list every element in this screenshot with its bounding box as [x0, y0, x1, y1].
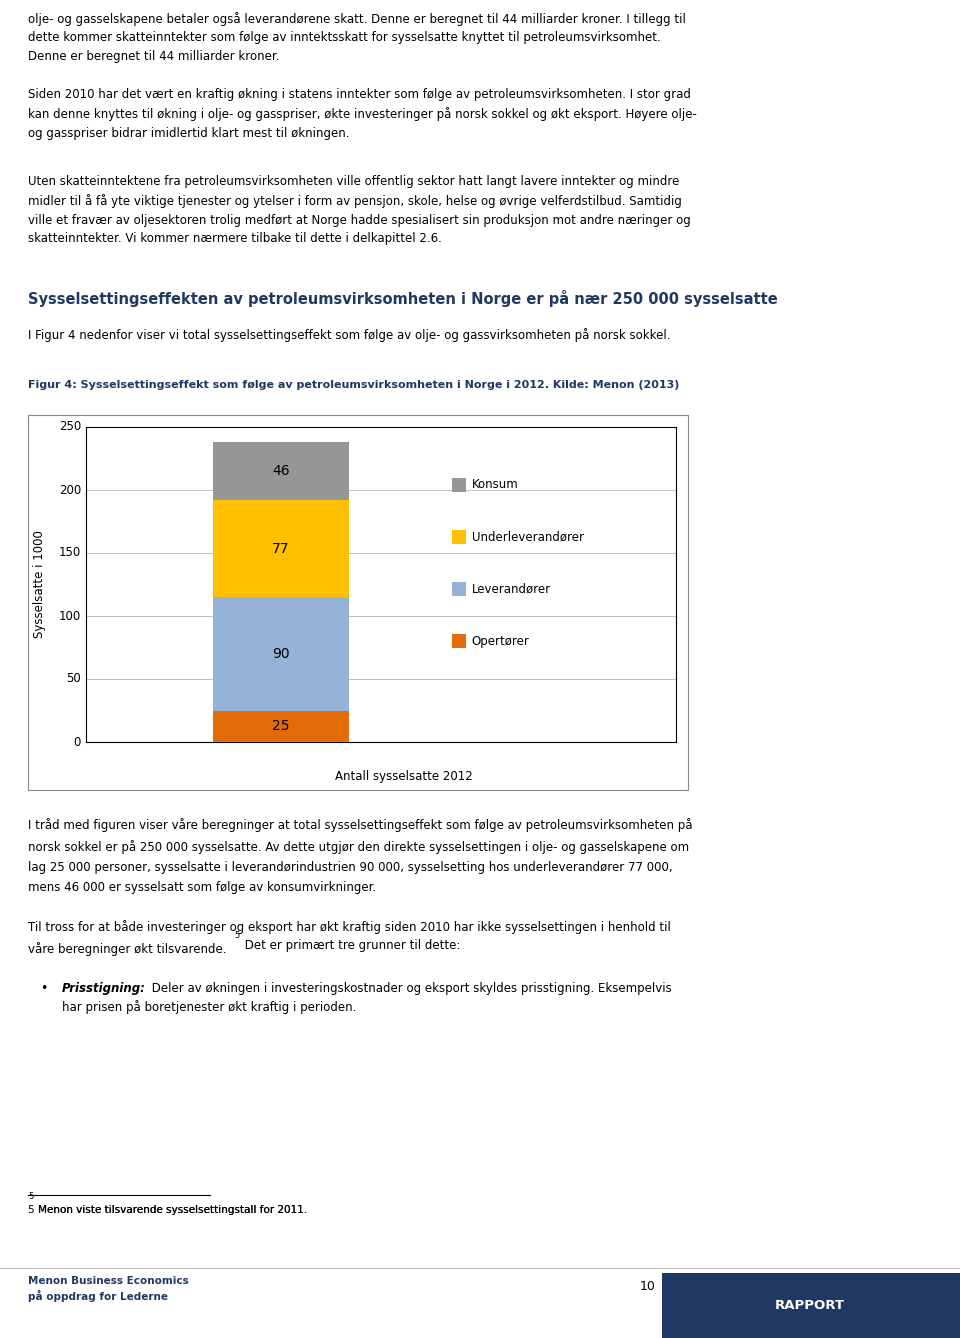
Text: 25: 25	[272, 720, 290, 733]
Bar	[452, 582, 466, 595]
Bar	[213, 597, 348, 710]
Bar	[28, 415, 688, 789]
Text: Opertører: Opertører	[471, 634, 530, 648]
Text: I tråd med figuren viser våre beregninger at total sysselsettingseffekt som følg: I tråd med figuren viser våre beregninge…	[28, 818, 692, 894]
Text: Til tross for at både investeringer og eksport har økt kraftig siden 2010 har ik: Til tross for at både investeringer og e…	[28, 921, 671, 955]
Text: RAPPORT: RAPPORT	[775, 1299, 845, 1313]
Text: Antall sysselsatte 2012: Antall sysselsatte 2012	[335, 769, 473, 783]
Text: Figur 4: Sysselsettingseffekt som følge av petroleumsvirksomheten i Norge i 2012: Figur 4: Sysselsettingseffekt som følge …	[28, 380, 680, 389]
Text: 250: 250	[59, 420, 81, 434]
Text: 5: 5	[234, 931, 239, 941]
Bar	[213, 500, 348, 597]
Text: 10: 10	[640, 1280, 656, 1293]
Text: Menon Business Economics: Menon Business Economics	[28, 1276, 189, 1286]
Text: 0: 0	[74, 736, 81, 748]
Text: •: •	[40, 982, 47, 995]
Text: Uten skatteinntektene fra petroleumsvirksomheten ville offentlig sektor hatt lan: Uten skatteinntektene fra petroleumsvirk…	[28, 175, 691, 245]
Text: I Figur 4 nedenfor viser vi total sysselsettingseffekt som følge av olje- og gas: I Figur 4 nedenfor viser vi total syssel…	[28, 328, 670, 343]
Text: 77: 77	[272, 542, 290, 555]
Text: 5: 5	[28, 1192, 34, 1202]
Bar	[213, 442, 348, 500]
Text: 200: 200	[59, 483, 81, 496]
Bar	[452, 530, 466, 545]
Text: 50: 50	[66, 673, 81, 685]
Text: Konsum: Konsum	[471, 479, 518, 491]
Text: har prisen på boretjenester økt kraftig i perioden.: har prisen på boretjenester økt kraftig …	[62, 999, 356, 1014]
Bar	[662, 1272, 960, 1338]
Text: Det er primært tre grunner til dette:: Det er primært tre grunner til dette:	[241, 938, 461, 951]
Text: olje- og gasselskapene betaler også leverandørene skatt. Denne er beregnet til 4: olje- og gasselskapene betaler også leve…	[28, 12, 685, 63]
Text: Sysselsatte i 1000: Sysselsatte i 1000	[34, 531, 46, 638]
Text: på oppdrag for Lederne: på oppdrag for Lederne	[28, 1290, 168, 1302]
Text: 5 Menon viste tilsvarende sysselsettingstall for 2011.: 5 Menon viste tilsvarende sysselsettings…	[28, 1206, 307, 1215]
Text: 46: 46	[272, 464, 290, 478]
Text: 100: 100	[59, 610, 81, 622]
Text: Deler av økningen i investeringskostnader og eksport skyldes prisstigning. Eksem: Deler av økningen i investeringskostnade…	[148, 982, 672, 995]
Text: Leverandører: Leverandører	[471, 582, 551, 595]
Text: Prisstigning:: Prisstigning:	[62, 982, 146, 995]
Bar	[213, 710, 348, 743]
Text: Sysselsettingseffekten av petroleumsvirksomheten i Norge er på nær 250 000 sysse: Sysselsettingseffekten av petroleumsvirk…	[28, 290, 778, 306]
Bar	[452, 634, 466, 648]
Text: Siden 2010 har det vært en kraftig økning i statens inntekter som følge av petro: Siden 2010 har det vært en kraftig øknin…	[28, 88, 697, 139]
Bar	[452, 478, 466, 492]
Text: 150: 150	[59, 546, 81, 559]
Text: Menon viste tilsvarende sysselsettingstall for 2011.: Menon viste tilsvarende sysselsettingsta…	[35, 1206, 307, 1215]
Text: Underleverandører: Underleverandører	[471, 530, 584, 543]
Text: 90: 90	[272, 646, 290, 661]
